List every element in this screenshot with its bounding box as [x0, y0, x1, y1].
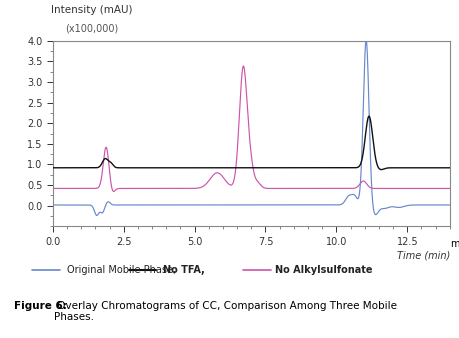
Text: min: min [450, 239, 459, 248]
Text: No Alkylsulfonate: No Alkylsulfonate [275, 265, 373, 275]
Text: Overlay Chromatograms of CC, Comparison Among Three Mobile
Phases.: Overlay Chromatograms of CC, Comparison … [54, 301, 397, 322]
Text: Time (min): Time (min) [397, 251, 450, 261]
Text: (x100,000): (x100,000) [65, 23, 118, 33]
Text: No TFA,: No TFA, [163, 265, 205, 275]
Text: Intensity (mAU): Intensity (mAU) [51, 4, 132, 15]
Text: Original Mobile Phase,: Original Mobile Phase, [67, 265, 176, 275]
Text: Figure 6:: Figure 6: [14, 301, 67, 311]
